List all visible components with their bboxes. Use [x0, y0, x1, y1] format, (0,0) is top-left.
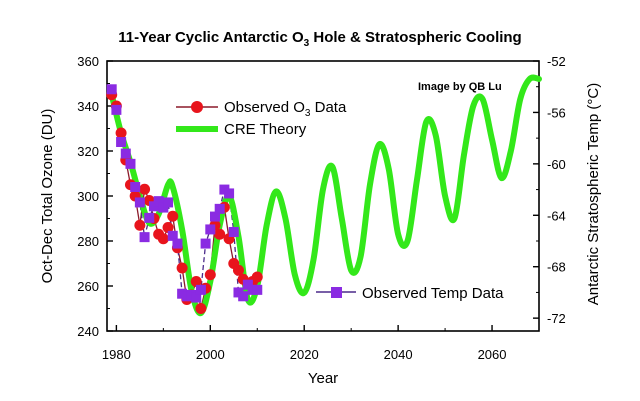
legend-ozone-marker — [191, 101, 203, 113]
legend-temp-label: Observed Temp Data — [362, 285, 504, 302]
legend-temp-marker — [331, 287, 342, 298]
temp-point — [163, 197, 174, 208]
temp-point — [210, 211, 220, 222]
ozone-point — [190, 276, 202, 287]
ozone-point — [157, 233, 169, 245]
ozone-point — [167, 210, 179, 222]
temp-point — [116, 137, 127, 147]
temp-point — [252, 284, 263, 295]
y-left-tick-label: 360 — [77, 54, 99, 69]
series-layer — [106, 74, 542, 317]
axis-ticks: 1980 2000 2020 2040 2060 240 260 280 300 320 340 36… — [77, 54, 566, 362]
temp-point — [148, 201, 159, 212]
temp-point — [172, 238, 183, 249]
ozone-point — [251, 271, 263, 283]
y-right-tick-label: -60 — [547, 157, 566, 172]
y-left-tick-label: 320 — [77, 144, 99, 159]
y-axis-right-title: Antarctic Stratospheric Temp (°C) — [585, 83, 602, 305]
legend-cre-label: CRE Theory — [224, 121, 307, 138]
y-right-tick-label: -52 — [547, 54, 566, 69]
y-right-tick-label: -64 — [547, 208, 566, 223]
temp-point — [238, 291, 249, 302]
x-tick-label: 2020 — [290, 347, 319, 362]
ozone-point — [232, 264, 244, 276]
temp-point — [134, 197, 145, 208]
x-tick-label: 2060 — [478, 347, 507, 362]
image-credit: Image by QB Lu — [418, 81, 502, 93]
ozone-point — [134, 219, 146, 231]
ozone-point — [195, 303, 207, 314]
y-left-tick-label: 240 — [77, 324, 99, 339]
temp-point — [242, 279, 253, 290]
y-right-tick-label: -68 — [547, 260, 566, 275]
y-left-tick-label: 260 — [77, 279, 99, 294]
y-left-tick-label: 280 — [77, 234, 99, 249]
temp-point — [144, 212, 155, 223]
legend-temp: Observed Temp Data — [316, 285, 504, 302]
temp-point — [195, 284, 206, 295]
ozone-point — [176, 262, 188, 274]
temp-point — [130, 182, 141, 192]
x-tick-label: 1980 — [102, 347, 131, 362]
ozone-point — [162, 222, 174, 233]
cre-theory-line — [108, 74, 542, 317]
temp-point — [120, 148, 131, 159]
ozone-point — [115, 127, 127, 139]
y-axis-left-title: Oct-Dec Total Ozone (DU) — [39, 109, 56, 284]
legend-ozone: Observed O3 Data — [176, 99, 347, 119]
legend: Observed O3 Data CRE Theory Observed Tem… — [176, 99, 504, 302]
temp-point — [167, 230, 178, 241]
ozone-point — [204, 269, 216, 281]
temp-point — [153, 196, 164, 207]
temp-point — [228, 227, 239, 237]
chart-title: 11-Year Cyclic Antarctic O3 Hole & Strat… — [118, 29, 521, 49]
legend-cre: CRE Theory — [176, 121, 307, 138]
y-right-tick-label: -72 — [547, 311, 566, 326]
legend-ozone-label: Observed O3 Data — [224, 99, 347, 119]
temp-point — [158, 202, 169, 213]
temp-point — [200, 238, 211, 249]
y-left-tick-label: 300 — [77, 189, 99, 204]
y-left-tick-label: 340 — [77, 99, 99, 114]
x-axis-title: Year — [308, 370, 338, 387]
temp-point — [125, 158, 136, 169]
temp-point — [106, 84, 117, 95]
temp-point — [205, 224, 216, 235]
temp-point — [224, 188, 235, 199]
temp-point — [214, 203, 225, 214]
temp-point — [191, 292, 202, 303]
x-tick-label: 2000 — [196, 347, 225, 362]
x-tick-label: 2040 — [384, 347, 413, 362]
ozone-point — [139, 183, 151, 195]
ozone-point — [214, 228, 226, 240]
temp-point — [111, 104, 122, 115]
temp-series-line — [111, 89, 258, 299]
y-right-tick-label: -56 — [547, 105, 566, 120]
temp-point — [139, 232, 150, 243]
